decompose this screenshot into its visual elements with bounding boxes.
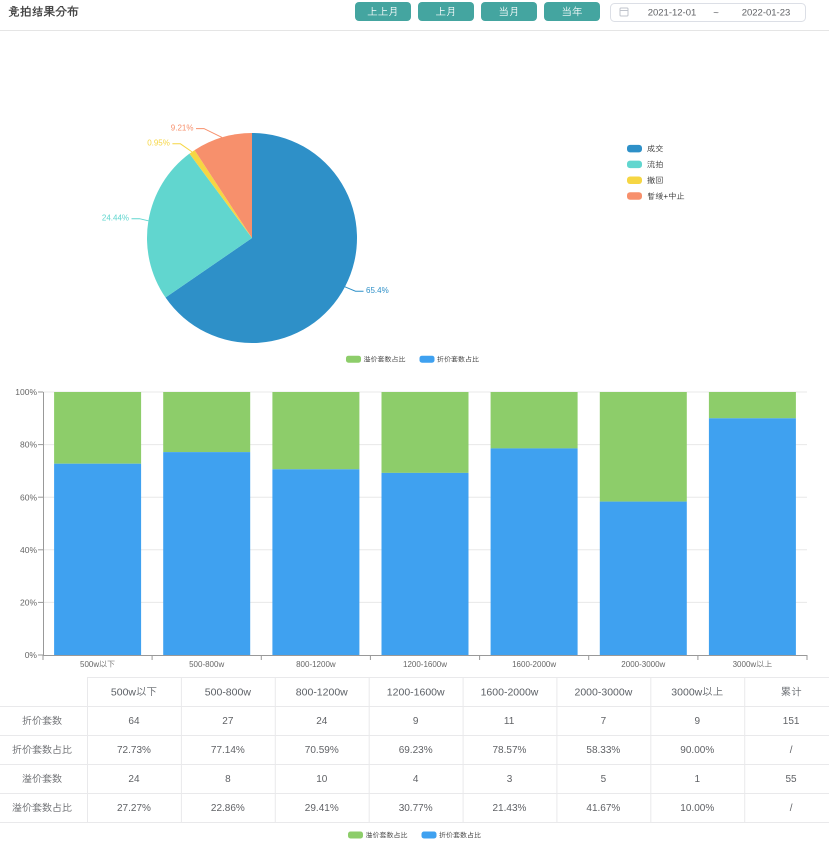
- svg-text:3: 3: [507, 774, 513, 785]
- svg-text:0%: 0%: [25, 650, 38, 660]
- svg-text:10: 10: [316, 774, 328, 785]
- svg-text:78.57%: 78.57%: [493, 745, 527, 756]
- svg-text:8: 8: [225, 774, 231, 785]
- svg-text:40%: 40%: [20, 545, 37, 555]
- svg-text:27: 27: [222, 716, 234, 727]
- svg-text:9: 9: [695, 716, 701, 727]
- svg-text:+: +: [663, 192, 668, 201]
- svg-text:22.86%: 22.86%: [211, 803, 245, 814]
- svg-text:500w: 500w: [111, 686, 137, 698]
- svg-text:21.43%: 21.43%: [493, 803, 527, 814]
- svg-text:55: 55: [786, 774, 798, 785]
- svg-text:100%: 100%: [15, 387, 37, 397]
- svg-text:77.14%: 77.14%: [211, 745, 245, 756]
- svg-text:151: 151: [783, 716, 800, 727]
- svg-text:29.41%: 29.41%: [305, 803, 339, 814]
- svg-text:24: 24: [316, 716, 328, 727]
- svg-text:1600-2000w: 1600-2000w: [481, 686, 539, 698]
- svg-text:800-1200w: 800-1200w: [296, 660, 336, 669]
- svg-text:64: 64: [128, 716, 140, 727]
- svg-text:10.00%: 10.00%: [680, 803, 714, 814]
- svg-text:1200-1600w: 1200-1600w: [387, 686, 445, 698]
- svg-text:/: /: [790, 803, 793, 814]
- svg-text:69.23%: 69.23%: [399, 745, 433, 756]
- svg-text:2022-01-23: 2022-01-23: [742, 8, 791, 19]
- svg-text:24.44%: 24.44%: [102, 213, 129, 222]
- svg-text:5: 5: [601, 774, 607, 785]
- svg-text:1200-1600w: 1200-1600w: [403, 660, 447, 669]
- svg-text:500-800w: 500-800w: [205, 686, 252, 698]
- svg-text:30.77%: 30.77%: [399, 803, 433, 814]
- svg-text:3000w: 3000w: [733, 660, 757, 669]
- svg-text:1600-2000w: 1600-2000w: [512, 660, 556, 669]
- svg-text:2000-3000w: 2000-3000w: [621, 660, 665, 669]
- svg-text:11: 11: [504, 716, 515, 727]
- svg-text:60%: 60%: [20, 492, 37, 502]
- svg-text:/: /: [790, 745, 793, 756]
- svg-text:500w: 500w: [80, 660, 99, 669]
- svg-text:65.4%: 65.4%: [366, 286, 389, 295]
- svg-text:9.21%: 9.21%: [171, 123, 194, 132]
- svg-text:4: 4: [413, 774, 419, 785]
- svg-text:58.33%: 58.33%: [586, 745, 620, 756]
- svg-text:72.73%: 72.73%: [117, 745, 151, 756]
- svg-text:20%: 20%: [20, 598, 37, 608]
- svg-text:90.00%: 90.00%: [680, 745, 714, 756]
- svg-text:500-800w: 500-800w: [189, 660, 224, 669]
- svg-text:3000w: 3000w: [671, 686, 702, 698]
- svg-text:24: 24: [128, 774, 140, 785]
- svg-text:800-1200w: 800-1200w: [296, 686, 348, 698]
- svg-text:27.27%: 27.27%: [117, 803, 151, 814]
- svg-text:2021-12-01: 2021-12-01: [648, 8, 697, 19]
- svg-text:9: 9: [413, 716, 419, 727]
- svg-text:7: 7: [601, 716, 607, 727]
- svg-text:70.59%: 70.59%: [305, 745, 339, 756]
- svg-text:0.95%: 0.95%: [147, 139, 170, 148]
- svg-text:2000-3000w: 2000-3000w: [575, 686, 633, 698]
- svg-text:~: ~: [713, 8, 719, 19]
- svg-text:1: 1: [695, 774, 701, 785]
- svg-text:80%: 80%: [20, 440, 37, 450]
- svg-text:41.67%: 41.67%: [586, 803, 620, 814]
